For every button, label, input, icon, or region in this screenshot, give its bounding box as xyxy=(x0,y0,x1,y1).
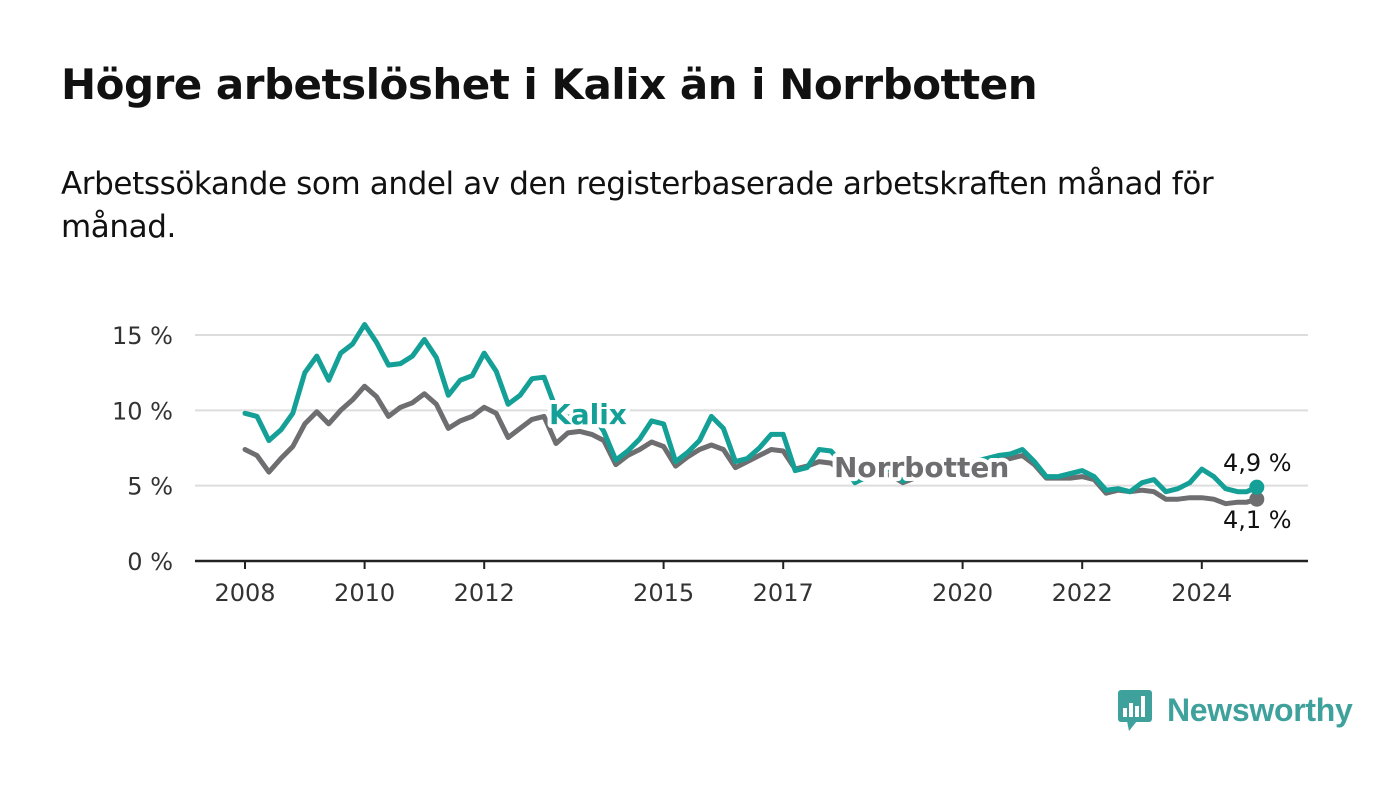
series-labels: Kalix Norrbotten 4,9 % 4,1 % xyxy=(545,394,1292,534)
series-line-kalix xyxy=(242,322,1260,495)
end-label-norrbotten: 4,1 % xyxy=(1223,506,1292,534)
series-lines xyxy=(242,322,1265,507)
end-point-kalix xyxy=(1249,479,1265,495)
end-label-kalix: 4,9 % xyxy=(1223,449,1292,477)
series-label-norrbotten: Norrbotten xyxy=(834,451,1009,484)
chart-title: Högre arbetslöshet i Kalix än i Norrbott… xyxy=(61,60,1038,109)
y-axis-ticks: 0 % 5 % 10 % 15 % xyxy=(112,322,173,576)
chart-subtitle: Arbetssökande som andel av den registerb… xyxy=(61,166,1214,245)
y-tick-label: 0 % xyxy=(127,548,173,576)
y-tick-label: 5 % xyxy=(127,473,173,501)
x-tick-label: 2008 xyxy=(214,579,275,607)
x-tick-label: 2015 xyxy=(633,579,694,607)
x-tick-label: 2017 xyxy=(753,579,814,607)
x-axis-ticks: 2008 2010 2012 2015 2017 2020 2022 2024 xyxy=(214,561,1232,607)
bar-chart-speech-bubble-icon xyxy=(1118,690,1152,731)
newsworthy-logo: Newsworthy xyxy=(1117,688,1353,732)
y-tick-label: 10 % xyxy=(112,397,173,425)
logo-text: Newsworthy xyxy=(1167,691,1353,728)
x-tick-label: 2022 xyxy=(1052,579,1113,607)
x-tick-label: 2012 xyxy=(454,579,515,607)
series-line-norrbotten xyxy=(242,383,1260,507)
end-point-norrbotten xyxy=(1249,491,1265,507)
y-tick-label: 15 % xyxy=(112,322,173,350)
x-tick-label: 2024 xyxy=(1171,579,1232,607)
x-tick-label: 2020 xyxy=(932,579,993,607)
x-tick-label: 2010 xyxy=(334,579,395,607)
series-label-kalix: Kalix xyxy=(549,398,627,431)
gridlines xyxy=(195,334,1308,563)
